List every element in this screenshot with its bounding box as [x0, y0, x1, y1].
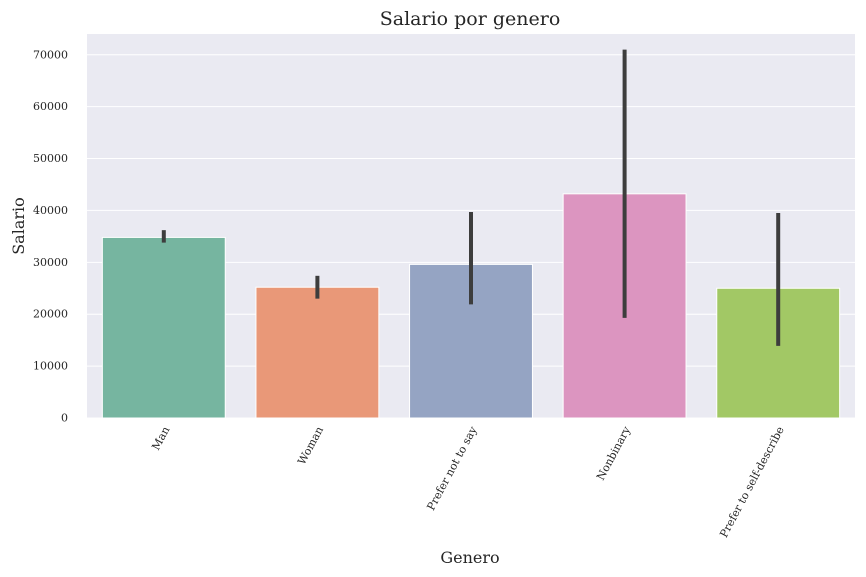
x-tick-label: Nonbinary — [594, 424, 634, 483]
y-axis-label: Salario — [9, 197, 28, 255]
x-tick-label: Woman — [295, 424, 326, 467]
x-tick-labels: Man Woman Prefer not to say Nonbinary Prefer… — [149, 424, 787, 540]
bars — [101, 193, 841, 419]
bar — [255, 286, 380, 419]
y-tick-label: 60000 — [33, 100, 68, 113]
x-tick-label: Prefer to self-describe — [717, 424, 787, 539]
error-bars — [161, 49, 781, 346]
y-tick-labels: 0 10000 20000 30000 40000 50000 60000 70000 — [33, 48, 68, 424]
y-tick-label: 30000 — [33, 256, 68, 269]
y-tick-label: 10000 — [33, 360, 68, 373]
bar — [101, 236, 226, 419]
y-tick-label: 0 — [61, 412, 68, 425]
x-axis-label: Genero — [440, 548, 499, 567]
x-tick-label: Man — [149, 424, 172, 452]
y-tick-label: 40000 — [33, 204, 68, 217]
y-tick-label: 70000 — [33, 48, 68, 61]
chart-title: Salario por genero — [380, 8, 561, 30]
y-tick-label: 20000 — [33, 308, 68, 321]
y-tick-label: 50000 — [33, 152, 68, 165]
x-tick-label: Prefer not to say — [424, 424, 480, 513]
